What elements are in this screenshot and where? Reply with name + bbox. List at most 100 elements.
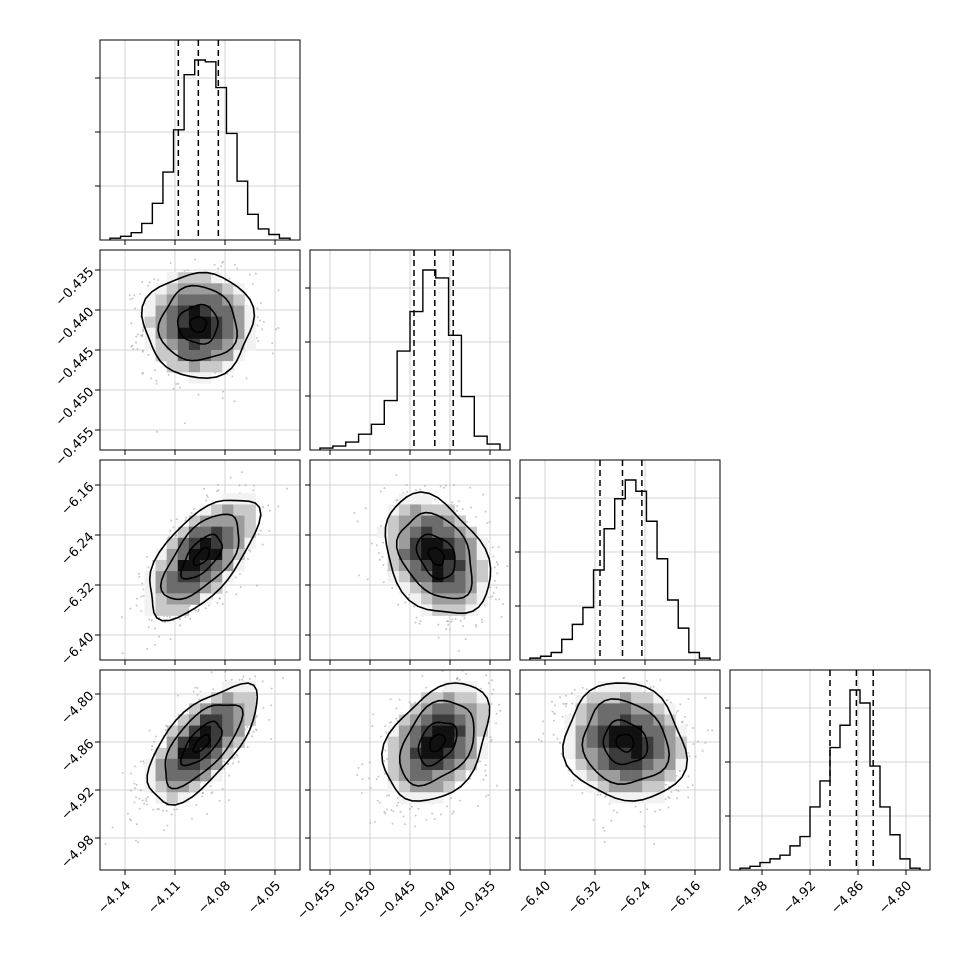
density-cell bbox=[233, 316, 245, 329]
contour-3-0-2 bbox=[164, 704, 244, 790]
x-tick-label-3-1: −4.92 bbox=[780, 878, 819, 917]
density-cell bbox=[166, 770, 179, 782]
scatter-point bbox=[496, 563, 499, 566]
scatter-point bbox=[490, 702, 493, 705]
scatter-point bbox=[665, 699, 668, 702]
scatter-point bbox=[361, 778, 364, 781]
density-cell bbox=[200, 283, 212, 295]
density-cell bbox=[443, 504, 455, 516]
x-tick-label-1-0: −0.455 bbox=[294, 878, 339, 923]
scatter-point bbox=[254, 272, 257, 275]
scatter-point bbox=[513, 579, 515, 581]
scatter-point bbox=[405, 484, 408, 487]
density-cell bbox=[443, 548, 455, 561]
density-cell bbox=[244, 526, 256, 539]
y-tick-label-2-0: −6.40 bbox=[59, 630, 98, 669]
hist-step-0 bbox=[109, 59, 291, 240]
y-tick-label-3-2: −4.86 bbox=[59, 737, 98, 776]
scatter-point bbox=[245, 377, 248, 380]
density-cell bbox=[200, 537, 212, 550]
scatter-point bbox=[153, 277, 156, 280]
contour-2-0-2 bbox=[159, 513, 240, 601]
density-cell bbox=[608, 725, 621, 737]
scatter-point bbox=[437, 623, 440, 626]
hist-panel-3: −4.98 −4.92 −4.86 −4.80 bbox=[725, 669, 931, 917]
density-cell bbox=[620, 725, 632, 737]
scatter-point bbox=[169, 529, 172, 532]
density-cell bbox=[476, 593, 489, 605]
y-tick-label-1-1: −0.450 bbox=[53, 385, 98, 430]
scatter-point bbox=[456, 665, 458, 667]
density-cell bbox=[144, 305, 156, 317]
density-cell bbox=[620, 681, 632, 693]
density-cell bbox=[421, 703, 433, 715]
scatter-point bbox=[396, 796, 399, 799]
scatter-point bbox=[155, 379, 158, 382]
scatter-point bbox=[138, 575, 141, 578]
scatter-point bbox=[270, 687, 273, 690]
scatter-point bbox=[559, 696, 562, 699]
density-cell bbox=[642, 736, 654, 749]
scatter-point bbox=[659, 808, 662, 811]
scatter-point bbox=[499, 709, 502, 712]
scatter-point bbox=[559, 741, 562, 744]
scatter-point bbox=[176, 808, 179, 811]
density-cell bbox=[432, 714, 444, 726]
scatter-point bbox=[484, 510, 487, 513]
scatter-point bbox=[183, 422, 186, 425]
density-cell bbox=[222, 305, 234, 317]
density-cell bbox=[597, 714, 610, 726]
scatter-point bbox=[179, 618, 182, 621]
scatter-point bbox=[130, 345, 133, 348]
scatter-point bbox=[491, 679, 494, 682]
density-cell bbox=[177, 571, 190, 583]
density-cell bbox=[211, 294, 223, 306]
density-cell bbox=[200, 526, 212, 539]
scatter-point bbox=[137, 841, 140, 844]
scatter-point bbox=[268, 529, 271, 532]
density-cell bbox=[421, 725, 433, 737]
scatter-point bbox=[233, 756, 236, 759]
density-cell bbox=[387, 725, 400, 737]
density-cell bbox=[200, 327, 212, 340]
scatter-point bbox=[442, 486, 445, 489]
density-cell bbox=[597, 703, 610, 715]
scatter-point bbox=[190, 817, 193, 820]
density-cell bbox=[410, 548, 422, 561]
scatter-point bbox=[683, 715, 686, 718]
density-cell bbox=[410, 582, 422, 594]
scatter-point bbox=[481, 621, 484, 624]
scatter-point bbox=[495, 712, 498, 715]
scatter-point bbox=[451, 618, 454, 621]
y-tick-label-1-0: −0.455 bbox=[53, 425, 98, 470]
density-cell bbox=[454, 571, 466, 583]
density-cell bbox=[443, 604, 455, 616]
scatter-point bbox=[248, 549, 251, 552]
scatter-point bbox=[356, 773, 359, 776]
density-cell bbox=[410, 593, 422, 605]
scatter-point bbox=[271, 342, 274, 345]
scatter-point bbox=[486, 521, 489, 524]
scatter-point bbox=[664, 798, 667, 801]
scatter-point bbox=[138, 807, 141, 810]
scatter-point bbox=[237, 760, 240, 763]
scatter-point bbox=[206, 496, 209, 499]
density-cell bbox=[177, 283, 190, 295]
scatter-point bbox=[687, 697, 690, 700]
density-cell bbox=[144, 781, 156, 793]
density-cell bbox=[410, 703, 422, 715]
scatter-point bbox=[397, 603, 400, 606]
scatter-point bbox=[379, 524, 382, 527]
density-cell bbox=[443, 781, 455, 793]
density-cell bbox=[166, 725, 179, 737]
density-cell bbox=[454, 604, 466, 616]
y-tick-label-1-4: −0.435 bbox=[53, 265, 98, 310]
scatter-point bbox=[257, 339, 260, 342]
scatter-point bbox=[268, 718, 271, 721]
density-cell bbox=[222, 703, 234, 715]
density-cell bbox=[410, 747, 422, 760]
scatter-point bbox=[431, 812, 434, 815]
density-cell bbox=[432, 537, 444, 550]
density-cell bbox=[575, 692, 587, 704]
scatter-point bbox=[477, 804, 480, 807]
